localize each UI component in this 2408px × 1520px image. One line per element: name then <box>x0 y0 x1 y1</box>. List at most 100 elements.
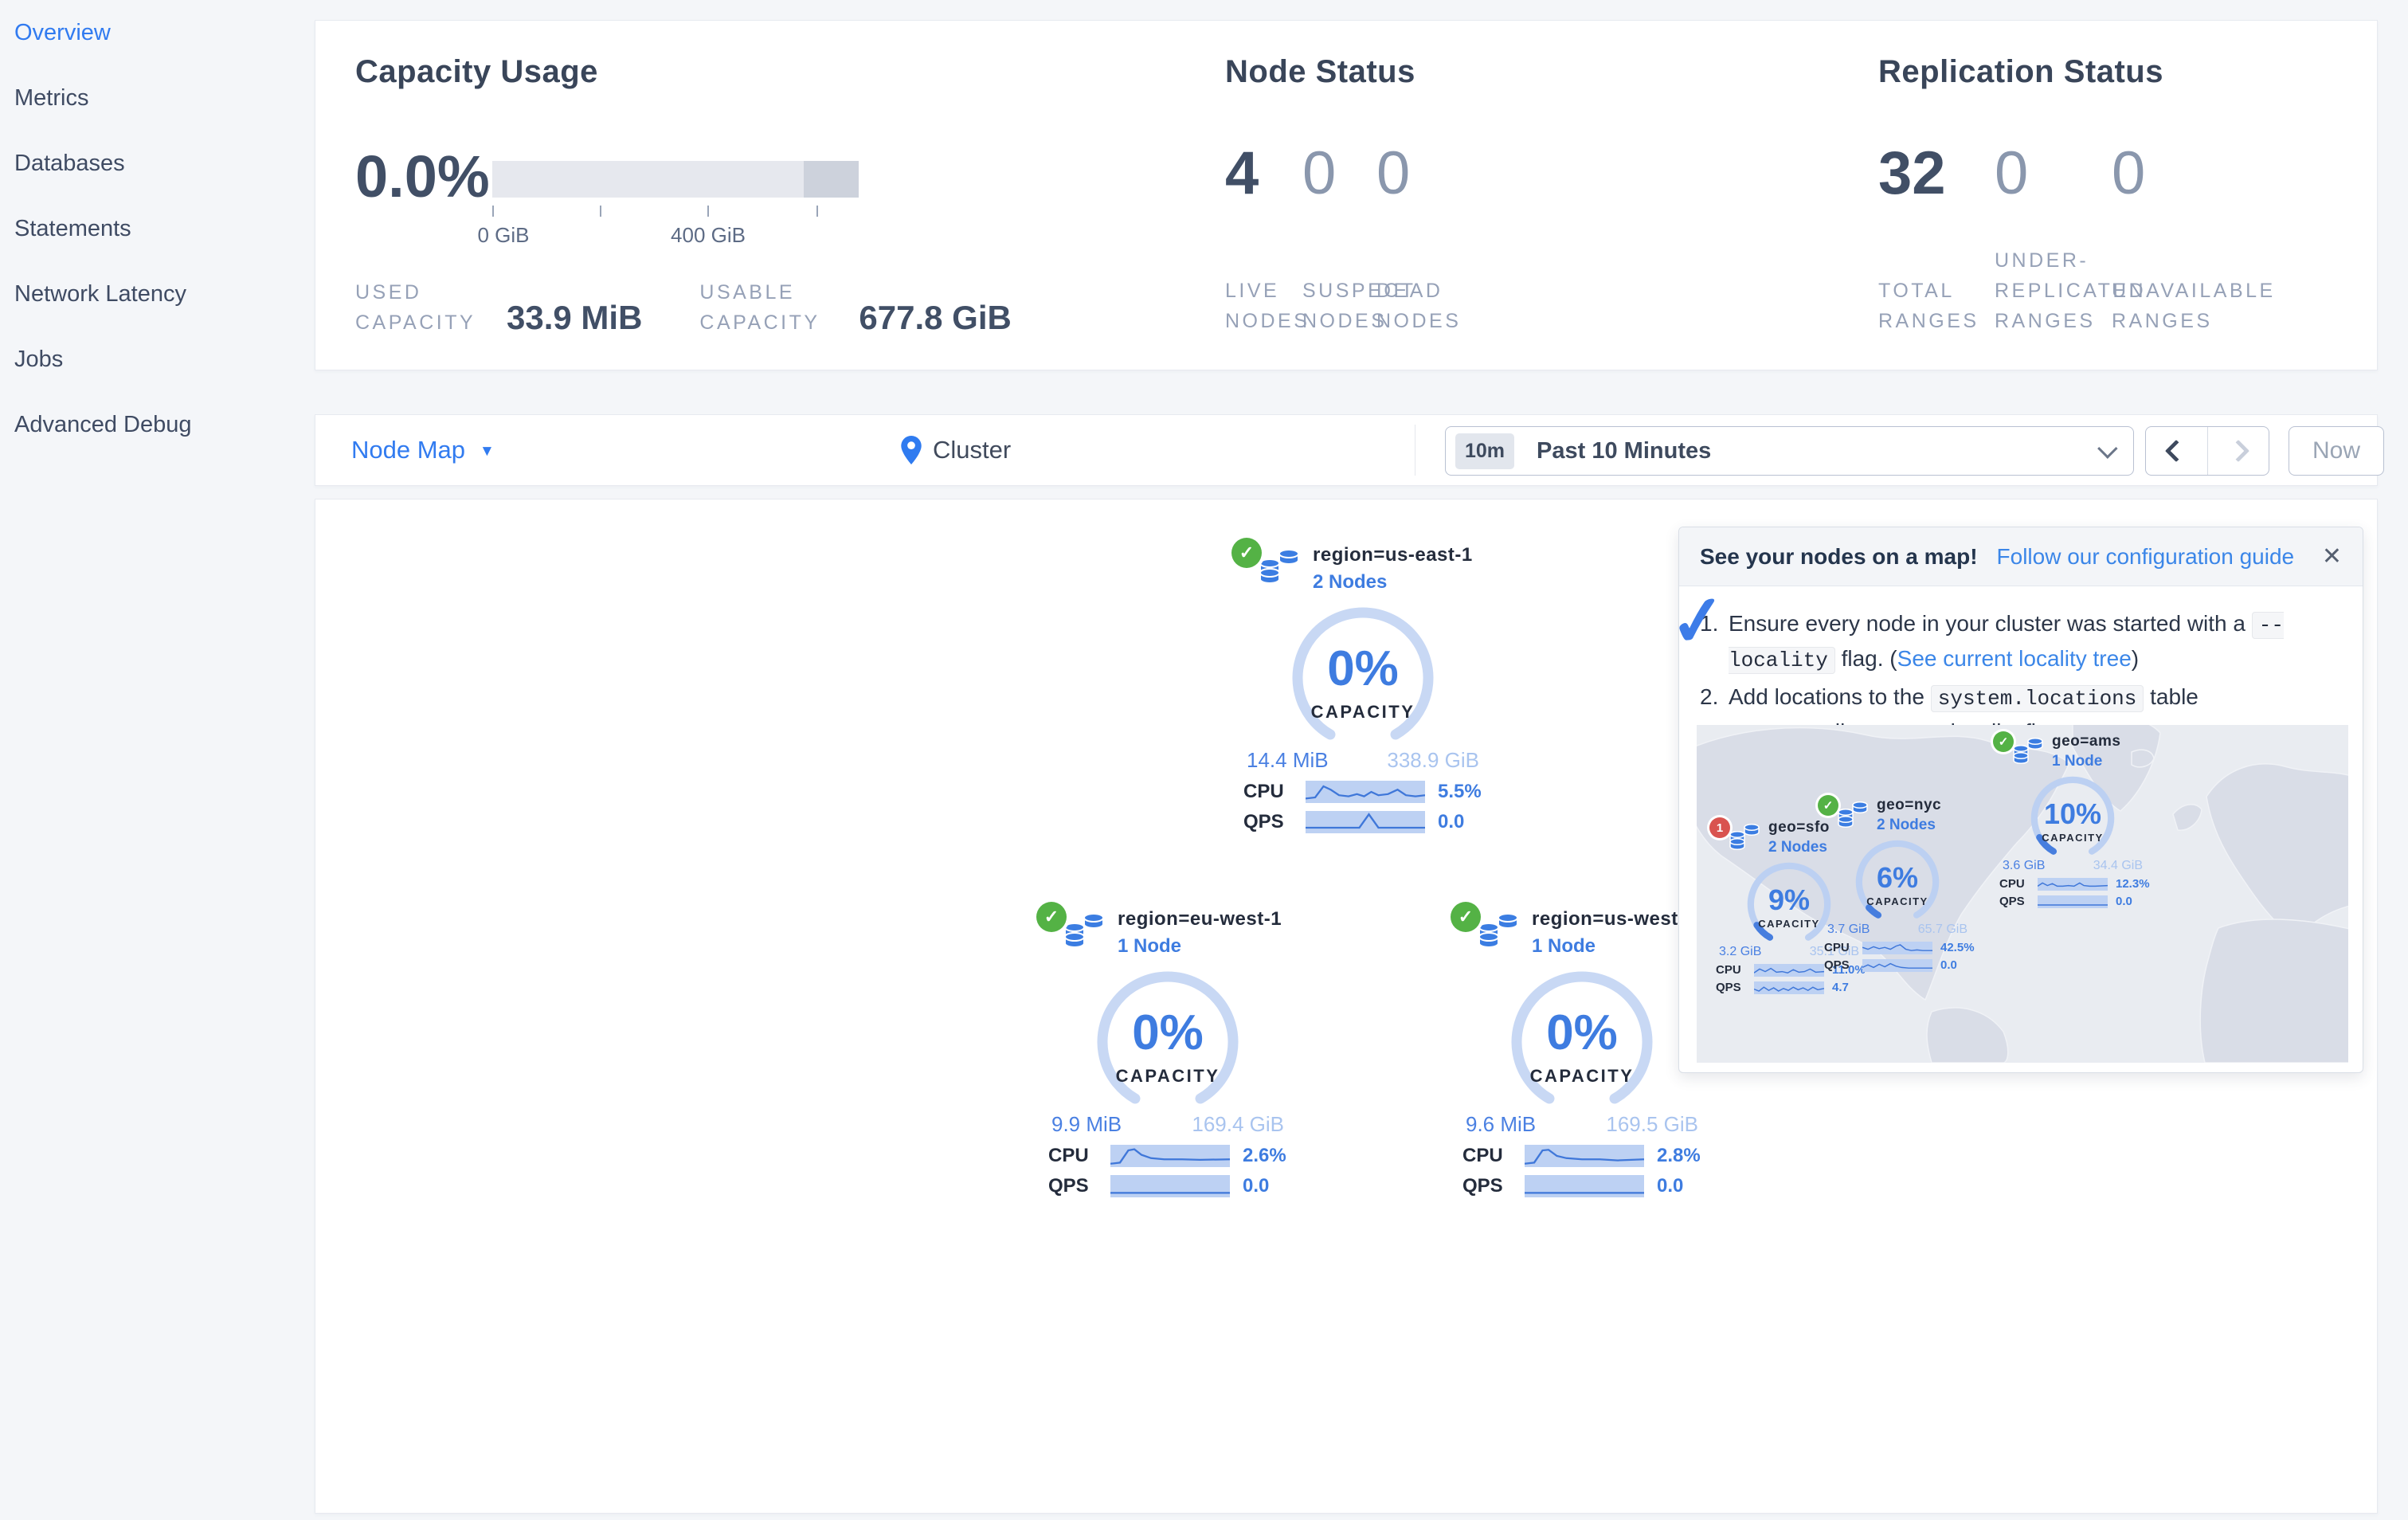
region-name: geo=ams <box>2052 733 2121 750</box>
tooltip-title: See your nodes on a map! <box>1700 543 1978 569</box>
capacity-gauge: 0% CAPACITY <box>1287 605 1439 742</box>
region-nodes-link[interactable]: 2 Nodes <box>1313 571 1388 593</box>
suspect-nodes-label: SUSPECT NODES <box>1302 280 1416 332</box>
qps-label: QPS <box>1243 811 1284 832</box>
capacity-gauge: 9% CAPACITY <box>1744 861 1834 942</box>
capacity-tick <box>600 206 601 217</box>
capacity-tick <box>816 206 818 217</box>
sidebar-item-network-latency[interactable]: Network Latency <box>14 281 186 307</box>
qps-sparkline <box>1306 811 1425 833</box>
sidebar-item-databases[interactable]: Databases <box>14 151 125 176</box>
map-node-geo-nyc[interactable]: ✓ geo=nyc 2 <box>1818 795 1977 972</box>
region-name: geo=nyc <box>1877 797 1942 813</box>
sidebar-item-metrics[interactable]: Metrics <box>14 85 89 111</box>
total-capacity: 169.4 GiB <box>1192 1112 1284 1136</box>
region-nodes-link[interactable]: 1 Node <box>1118 935 1182 957</box>
qps-sparkline <box>2038 895 2108 908</box>
used-capacity-label: USED CAPACITY <box>355 281 476 334</box>
total-capacity: 35.1 GiB <box>1809 945 1859 958</box>
breadcrumb-cluster-label: Cluster <box>933 436 1012 464</box>
cluster-summary-panel: Capacity Usage 0.0% 0 GiB 400 GiB USED C… <box>315 20 2378 370</box>
sidebar-item-overview[interactable]: Overview <box>14 20 111 45</box>
sidebar-item-jobs[interactable]: Jobs <box>14 347 64 372</box>
node-status-title: Node Status <box>1225 54 1415 89</box>
cpu-sparkline <box>2038 877 2108 891</box>
region-nodes-link[interactable]: 2 Nodes <box>1877 817 1936 833</box>
configuration-guide-link[interactable]: Follow our configuration guide <box>1996 543 2295 569</box>
map-node-geo-ams[interactable]: ✓ geo=ams 1 <box>1993 731 2152 908</box>
total-capacity: 34.4 GiB <box>2093 859 2143 872</box>
cpu-sparkline <box>1110 1145 1230 1167</box>
time-range-select[interactable]: 10m Past 10 Minutes <box>1445 426 2134 476</box>
used-capacity: 9.6 MiB <box>1466 1112 1537 1136</box>
qps-sparkline <box>1754 981 1824 994</box>
capacity-bar: 0 GiB 400 GiB <box>477 161 859 272</box>
capacity-gauge: 10% CAPACITY <box>2028 775 2117 856</box>
sidebar-item-statements[interactable]: Statements <box>14 216 131 241</box>
example-node-map: 1 geo=sfo 2 <box>1697 725 2348 1063</box>
now-button[interactable]: Now <box>2289 426 2384 476</box>
time-range-arrows <box>2145 426 2269 476</box>
cpu-sparkline <box>1862 941 1932 954</box>
total-capacity: 338.9 GiB <box>1387 748 1479 772</box>
gauge-capacity-label: CAPACITY <box>1758 918 1820 930</box>
node-map-setup-tooltip: See your nodes on a map! Follow our conf… <box>1666 527 2363 1073</box>
qps-label: QPS <box>1824 958 1850 972</box>
used-capacity: 3.2 GiB <box>1719 945 1762 958</box>
gauge-capacity-label: CAPACITY <box>1866 895 1928 907</box>
region-card-us-east-1[interactable]: ✓ region=us-east-1 2 Nodes <box>1231 538 1494 833</box>
qps-label: QPS <box>1716 981 1741 994</box>
under-replicated-ranges-label: UNDER-REPLICATED RANGES <box>1995 249 2147 332</box>
time-range-badge: 10m <box>1455 433 1515 469</box>
sidebar-item-advanced-debug[interactable]: Advanced Debug <box>14 412 192 437</box>
region-card-us-west-1[interactable]: ✓ region=us-west-1 1 Node <box>1451 902 1713 1197</box>
breadcrumb[interactable]: Cluster <box>901 415 1011 485</box>
tooltip-body: ✓ 1. Ensure every node in your cluster w… <box>1666 580 2363 749</box>
used-capacity-value: 33.9 MiB <box>507 299 643 336</box>
blue-checkmark-icon: ✓ <box>1666 580 1731 663</box>
used-capacity: 14.4 MiB <box>1247 748 1329 772</box>
view-selector-dropdown[interactable]: Node Map ▼ <box>351 415 495 485</box>
usable-capacity-value: 677.8 GiB <box>859 299 1012 336</box>
sidebar-nav: Overview Metrics Databases Statements Ne… <box>0 0 315 1520</box>
chevron-right-icon <box>2226 439 2249 463</box>
region-card-eu-west-1[interactable]: ✓ region=eu-west-1 1 Node <box>1036 902 1299 1197</box>
dead-nodes-label: DEAD NODES <box>1376 280 1462 332</box>
region-nodes-link[interactable]: 1 Node <box>1532 935 1596 957</box>
region-nodes-link[interactable]: 1 Node <box>2052 753 2103 770</box>
capacity-tick-label: 0 GiB <box>477 223 530 247</box>
healthy-check-icon: ✓ <box>1818 795 1838 816</box>
locality-tree-link[interactable]: See current locality tree <box>1897 646 2132 671</box>
qps-label: QPS <box>1462 1175 1503 1197</box>
live-nodes-label: LIVE NODES <box>1225 280 1310 332</box>
tooltip-header: See your nodes on a map! Follow our conf… <box>1679 527 2363 586</box>
gauge-capacity-label: CAPACITY <box>1529 1066 1635 1086</box>
map-node-geo-sfo[interactable]: 1 geo=sfo 2 <box>1709 817 1869 994</box>
node-status-section: Node Status 4 0 0 LIVE NODES SUSPECT NOD… <box>1225 21 1870 370</box>
used-capacity: 3.7 GiB <box>1827 923 1870 936</box>
gauge-capacity-label: CAPACITY <box>2042 832 2104 844</box>
gauge-percent: 10% <box>2043 797 2102 830</box>
close-icon[interactable]: ✕ <box>2321 543 2342 570</box>
time-range-prev-button[interactable] <box>2146 427 2207 475</box>
capacity-gauge: 0% CAPACITY <box>1506 969 1658 1106</box>
capacity-gauge: 6% CAPACITY <box>1853 839 1942 919</box>
total-ranges-count: 32 <box>1878 139 1946 207</box>
qps-value: 0.0 <box>1243 1175 1270 1197</box>
region-nodes-link[interactable]: 2 Nodes <box>1768 839 1827 856</box>
time-range-next-button[interactable] <box>2206 427 2269 475</box>
qps-value: 0.0 <box>2116 895 2132 908</box>
gauge-percent: 9% <box>1768 883 1811 916</box>
healthy-check-icon: ✓ <box>1993 731 2014 752</box>
node-map-canvas: ✓ region=us-east-1 2 Nodes <box>315 499 2378 1514</box>
system-locations-code: system.locations <box>1930 685 2144 712</box>
live-nodes-count: 4 <box>1225 139 1259 207</box>
capacity-bar-track <box>492 161 859 198</box>
database-stack-icon <box>1063 913 1105 951</box>
replication-status-section: Replication Status 32 0 0 TOTAL RANGES U… <box>1878 21 2372 370</box>
setup-step-1: 1. Ensure every node in your cluster was… <box>1700 607 2342 677</box>
cpu-label: CPU <box>1048 1145 1089 1166</box>
qps-sparkline <box>1862 958 1932 972</box>
capacity-tick <box>492 206 494 217</box>
